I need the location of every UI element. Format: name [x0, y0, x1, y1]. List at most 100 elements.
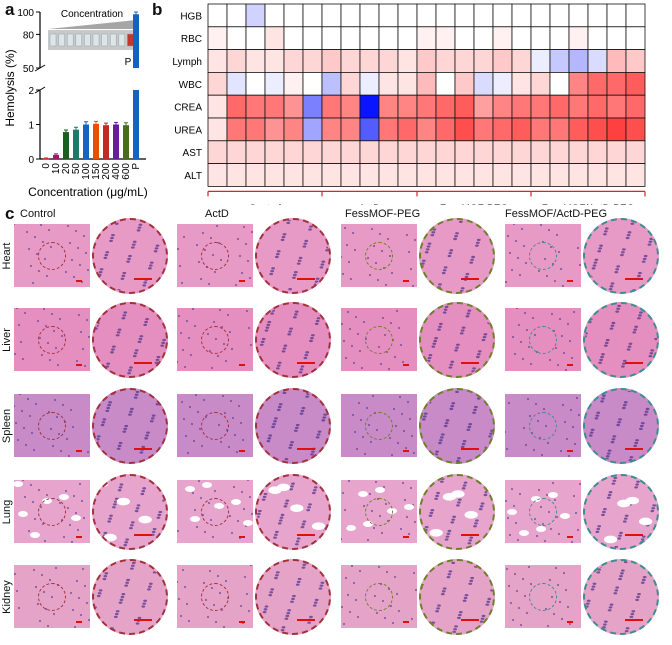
scale-bar: [625, 278, 643, 280]
histology-image: [341, 394, 417, 457]
histology-image: [14, 480, 90, 543]
zoom-region-ring: [365, 412, 393, 440]
scale-bar: [239, 536, 245, 538]
heatmap-cell: [416, 3, 437, 28]
heatmap-row-label: HGB: [180, 11, 202, 22]
scale-bar: [134, 448, 152, 450]
zoom-region-ring: [38, 326, 66, 354]
heatmap-cell: [321, 140, 342, 165]
heatmap-cell: [340, 72, 361, 96]
heatmap-cell: [625, 3, 646, 28]
heatmap-cell: [207, 72, 228, 96]
heatmap-cell: [302, 140, 323, 165]
histology-image: [14, 394, 90, 457]
heatmap-cell: [587, 3, 608, 28]
zoom-region-ring: [365, 242, 393, 270]
heatmap-cell: [359, 117, 380, 142]
bar: [133, 14, 139, 69]
tissue-texture: [421, 390, 493, 462]
scale-bar: [134, 278, 152, 280]
heatmap-cell: [207, 140, 228, 165]
heatmap-cell: [435, 140, 456, 165]
tissue-texture: [180, 394, 245, 455]
heatmap-group-label: Control: [249, 203, 281, 205]
heatmap-group-label: ActD: [359, 203, 381, 205]
tissue-texture: [94, 561, 166, 633]
scale-bar: [134, 619, 152, 621]
heatmap-cell: [283, 49, 304, 73]
bar: [133, 90, 139, 159]
heatmap-cell: [606, 72, 627, 96]
heatmap-cell: [283, 140, 304, 165]
histology-image: [14, 565, 90, 628]
heatmap-cell: [378, 140, 399, 165]
zoom-region-ring: [201, 412, 229, 440]
zoom-region-ring: [38, 583, 66, 611]
heatmap-cell: [359, 94, 380, 119]
tube: [92, 33, 100, 47]
scale-bar: [567, 621, 573, 623]
heatmap-cell: [511, 72, 532, 96]
scale-bar: [403, 364, 409, 366]
histology-organ-label: Heart: [1, 242, 13, 270]
heatmap-cell: [207, 26, 228, 50]
heatmap-cell: [473, 140, 494, 165]
heatmap-cell: [511, 117, 532, 142]
heatmap-cell: [321, 94, 342, 119]
heatmap-cell: [625, 72, 646, 96]
heatmap-cell: [397, 117, 418, 142]
heatmap-cell: [359, 72, 380, 96]
heatmap-cell: [473, 117, 494, 142]
bar: [123, 125, 129, 159]
zoom-region-ring: [201, 498, 229, 526]
histology-zoom-circle: [255, 559, 331, 635]
tissue-texture: [257, 561, 329, 632]
zoom-region-ring: [365, 498, 393, 526]
tissue-texture: [585, 304, 657, 376]
zoom-region-ring: [38, 498, 66, 526]
heatmap-cell: [625, 117, 646, 142]
zoom-region-ring: [529, 498, 557, 526]
x-tick-label: 600: [121, 163, 132, 180]
histology-zoom-circle: [92, 388, 168, 464]
zoom-region-ring: [529, 583, 557, 611]
heatmap-cell: [473, 3, 494, 28]
heatmap-cell: [587, 117, 608, 142]
heatmap-cell: [264, 72, 285, 96]
heatmap-cell: [226, 26, 247, 50]
heatmap-cell: [321, 3, 342, 28]
tissue-texture: [421, 476, 493, 548]
heatmap-cell: [530, 3, 551, 28]
heatmap-cell: [359, 49, 380, 73]
tissue-texture: [94, 220, 166, 292]
heatmap-cell: [207, 94, 228, 119]
histology-zoom-circle: [92, 474, 168, 550]
heatmap-cell: [435, 3, 456, 28]
heatmap-cell: [473, 26, 494, 50]
scale-bar: [461, 448, 479, 450]
scale-bar: [297, 619, 315, 621]
histology-image: [505, 394, 581, 457]
histology-image: [177, 308, 253, 371]
histology-zoom-circle: [419, 218, 495, 294]
heatmap-cell: [549, 117, 570, 142]
heatmap-cell: [511, 94, 532, 119]
histology-zoom-circle: [255, 474, 331, 550]
heatmap-cell: [207, 163, 228, 187]
heatmap-cell: [226, 3, 247, 28]
heatmap-cell: [245, 49, 266, 73]
heatmap-cell: [416, 163, 437, 187]
tissue-texture: [585, 561, 657, 633]
heatmap-cell: [625, 140, 646, 165]
histology-image: [341, 308, 417, 371]
scale-bar: [403, 450, 409, 452]
histology-group-title: ActD: [205, 208, 229, 220]
tissue-texture: [94, 476, 166, 548]
histology-image: [505, 480, 581, 543]
histology-zoom-circle: [92, 559, 168, 635]
scale-bar: [625, 362, 643, 364]
histology-image: [177, 224, 253, 287]
heatmap-cell: [264, 94, 285, 119]
histology-zoom-circle: [419, 302, 495, 378]
heatmap-cell: [549, 49, 570, 73]
